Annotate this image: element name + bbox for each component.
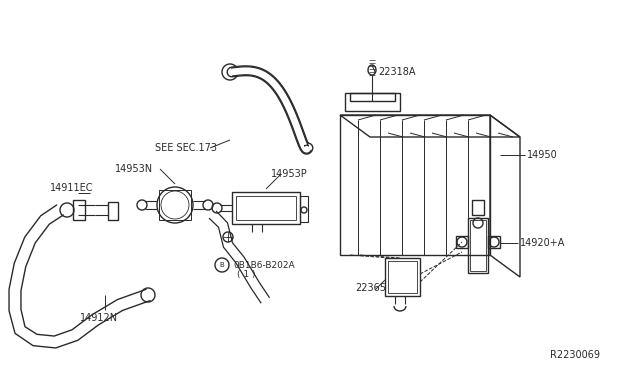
Bar xyxy=(340,115,490,255)
Bar xyxy=(456,236,468,248)
Text: 14920+A: 14920+A xyxy=(520,238,565,248)
Text: 14950: 14950 xyxy=(527,150,557,160)
Bar xyxy=(236,196,296,220)
Text: 0B1B6-B202A: 0B1B6-B202A xyxy=(233,260,294,269)
Text: ( 1 ): ( 1 ) xyxy=(237,270,255,279)
Bar xyxy=(345,93,400,111)
Text: 14953P: 14953P xyxy=(271,169,308,179)
Bar xyxy=(73,200,85,220)
Text: 14911EC: 14911EC xyxy=(50,183,93,193)
Text: 14953N: 14953N xyxy=(115,164,153,174)
Bar xyxy=(388,261,417,293)
Text: B: B xyxy=(220,262,225,268)
Bar xyxy=(385,258,420,296)
Bar xyxy=(108,202,118,220)
Text: 22318A: 22318A xyxy=(378,67,415,77)
Bar xyxy=(468,218,488,273)
Bar xyxy=(472,200,484,215)
Bar xyxy=(350,93,395,101)
Bar xyxy=(232,192,300,224)
Text: 22365: 22365 xyxy=(355,283,386,293)
Bar xyxy=(300,196,308,222)
Bar xyxy=(159,190,191,220)
Text: R2230069: R2230069 xyxy=(550,350,600,360)
Text: 14912N: 14912N xyxy=(80,313,118,323)
Bar xyxy=(470,220,486,271)
Bar xyxy=(488,236,500,248)
Text: SEE SEC.173: SEE SEC.173 xyxy=(155,143,217,153)
